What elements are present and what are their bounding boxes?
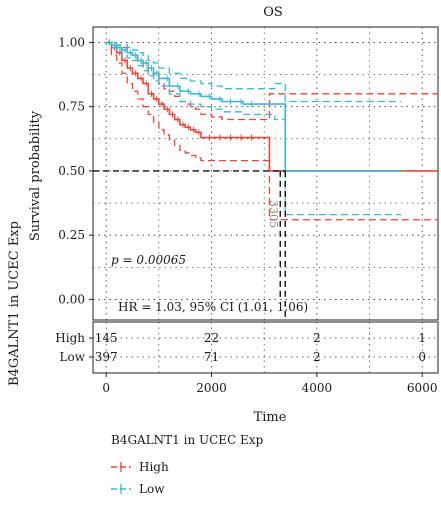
legend-label: High [139, 460, 169, 474]
risk-count: 1 [418, 331, 426, 345]
risk-count: 22 [204, 331, 219, 345]
risk-table-ylabel: B4GALNT1 in UCEC Exp [7, 221, 22, 386]
ci-lower-low [106, 41, 402, 216]
legend-label: Low [139, 482, 165, 496]
x-axis-ticks: 0 2000 4000 6000 [102, 373, 437, 395]
x-tick-label: 4000 [302, 381, 333, 395]
risk-count: 145 [95, 331, 118, 345]
x-tick-label: 0 [102, 381, 110, 395]
y-axis-label: Survival probability [28, 110, 43, 241]
risk-count: 397 [95, 350, 118, 364]
y-tick-label: 0.00 [58, 292, 85, 306]
y-tick-label: 0.50 [58, 164, 85, 178]
pvalue-annotation: p = 0.00065 [111, 253, 186, 267]
risk-row-label: High [55, 331, 85, 345]
risk-table-grid [93, 322, 438, 373]
hr-annotation: HR = 1.03, 95% CI (1.01, 1.06) [118, 300, 308, 314]
survival-curves [93, 39, 438, 320]
x-axis-label: Time [254, 410, 287, 425]
survival-curve-low [106, 41, 402, 172]
risk-row-label: Low [60, 350, 86, 364]
x-tick-label: 2000 [196, 381, 227, 395]
chart-title: OS [263, 5, 283, 20]
y-tick-label: 0.75 [58, 100, 85, 114]
y-tick-label: 0.25 [58, 228, 85, 242]
legend-title: B4GALNT1 in UCEC Exp [111, 433, 264, 447]
y-tick-label: 1.00 [58, 35, 85, 49]
x-tick-label: 6000 [407, 381, 438, 395]
risk-count: 2 [313, 350, 321, 364]
risk-table-panel [92, 321, 439, 374]
y-axis-ticks: 0.00 0.25 0.50 0.75 1.00 [58, 35, 93, 306]
risk-count: 2 [313, 331, 321, 345]
median-time-label: 3305 [267, 200, 280, 228]
risk-count: 71 [204, 350, 219, 364]
legend: B4GALNT1 in UCEC Exp High Low [111, 433, 264, 496]
risk-count: 0 [418, 350, 426, 364]
